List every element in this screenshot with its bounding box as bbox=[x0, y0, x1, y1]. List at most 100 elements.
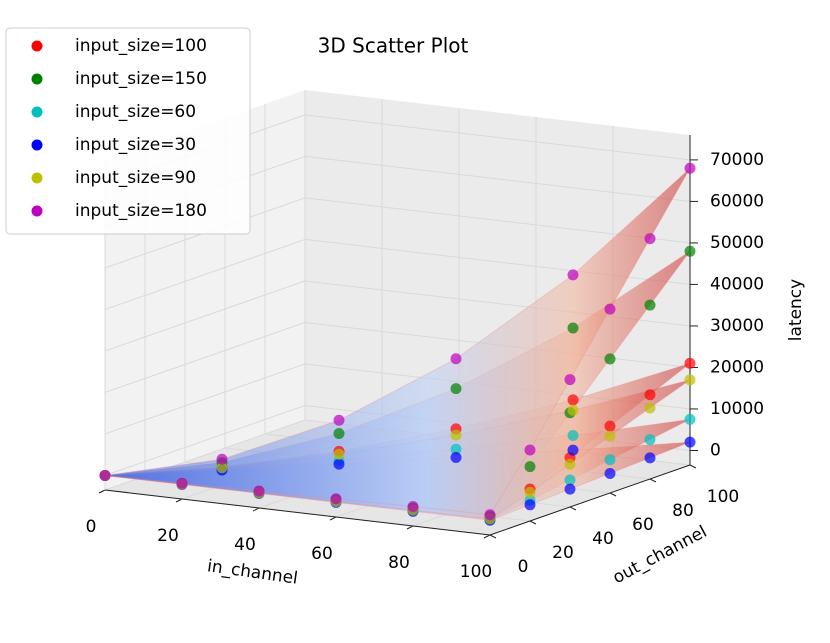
z-tick-label: 50000 bbox=[710, 233, 764, 253]
point bbox=[567, 404, 579, 416]
z-grid-line bbox=[104, 363, 306, 435]
point bbox=[567, 269, 579, 281]
point bbox=[253, 485, 265, 497]
z-tick-label: 60000 bbox=[710, 191, 764, 211]
z-tick-label: 20000 bbox=[710, 357, 764, 377]
point bbox=[407, 500, 419, 512]
x-tick bbox=[406, 525, 414, 530]
point bbox=[644, 452, 656, 464]
point bbox=[99, 469, 111, 481]
point bbox=[604, 454, 616, 466]
x-tick-label: 0 bbox=[86, 517, 97, 537]
point bbox=[333, 414, 345, 426]
point bbox=[484, 509, 496, 521]
point bbox=[216, 453, 228, 465]
point bbox=[644, 389, 656, 401]
legend-marker bbox=[31, 205, 43, 217]
z-tick-label: 0 bbox=[710, 440, 721, 460]
x-axis-label: in_channel bbox=[206, 556, 299, 589]
point bbox=[684, 162, 696, 174]
x-tick-label: 40 bbox=[234, 535, 256, 555]
chart-title: 3D Scatter Plot bbox=[318, 34, 469, 58]
y-axis-label: out_channel bbox=[610, 522, 711, 588]
point bbox=[333, 428, 345, 440]
x-tick bbox=[98, 489, 106, 494]
legend-box bbox=[5, 27, 251, 235]
point bbox=[684, 357, 696, 369]
point bbox=[524, 461, 536, 473]
point bbox=[176, 477, 188, 489]
point bbox=[567, 322, 579, 334]
y-tick bbox=[609, 492, 617, 497]
y-tick bbox=[649, 478, 657, 483]
legend-label: input_size=90 bbox=[75, 168, 196, 188]
point bbox=[564, 374, 576, 386]
point bbox=[604, 353, 616, 365]
point bbox=[450, 443, 462, 455]
z-grid-line bbox=[104, 404, 306, 476]
point bbox=[604, 303, 616, 315]
legend-marker bbox=[31, 172, 43, 184]
point bbox=[564, 474, 576, 486]
y-tick bbox=[689, 464, 697, 469]
point bbox=[524, 486, 536, 498]
x-axis bbox=[104, 489, 491, 536]
point bbox=[330, 493, 342, 505]
legend-label: input_size=150 bbox=[75, 69, 207, 89]
y-tick-label: 20 bbox=[552, 543, 574, 563]
y-tick-label: 0 bbox=[518, 557, 529, 577]
point bbox=[450, 353, 462, 365]
point bbox=[567, 394, 579, 406]
x-tick-label: 20 bbox=[157, 526, 179, 546]
legend-marker bbox=[31, 139, 43, 151]
x-tick bbox=[252, 507, 260, 512]
point bbox=[567, 444, 579, 456]
point bbox=[216, 462, 228, 474]
x-tick bbox=[483, 534, 491, 539]
z-grid-line bbox=[104, 238, 306, 310]
y-tick bbox=[529, 520, 537, 525]
x-tick bbox=[329, 516, 337, 521]
point bbox=[564, 483, 576, 495]
y-axis bbox=[489, 464, 691, 536]
y-tick bbox=[569, 506, 577, 511]
point bbox=[524, 499, 536, 511]
legend-marker bbox=[31, 106, 43, 118]
y-tick-label: 40 bbox=[592, 529, 614, 549]
z-axis-label: latency bbox=[786, 279, 806, 341]
point bbox=[450, 451, 462, 463]
legend-label: input_size=30 bbox=[75, 135, 196, 155]
x-tick-label: 60 bbox=[311, 544, 333, 564]
point bbox=[684, 374, 696, 386]
z-grid-line bbox=[104, 321, 306, 393]
point bbox=[644, 233, 656, 245]
point bbox=[604, 467, 616, 479]
z-tick-label: 70000 bbox=[710, 150, 764, 170]
x-tick-label: 80 bbox=[388, 553, 410, 573]
y-tick-label: 60 bbox=[632, 515, 654, 535]
z-grid-line bbox=[104, 280, 306, 352]
point bbox=[684, 436, 696, 448]
point bbox=[684, 245, 696, 257]
x-tick bbox=[175, 498, 183, 503]
z-grid-line bbox=[304, 155, 691, 202]
y-tick-label: 100 bbox=[707, 487, 739, 507]
point bbox=[644, 299, 656, 311]
legend-label: input_size=180 bbox=[75, 201, 207, 221]
legend-label: input_size=60 bbox=[75, 102, 196, 122]
y-tick-label: 80 bbox=[672, 501, 694, 521]
z-grid-line bbox=[304, 114, 691, 161]
z-tick-label: 10000 bbox=[710, 399, 764, 419]
point bbox=[644, 402, 656, 414]
point bbox=[333, 458, 345, 470]
point bbox=[450, 429, 462, 441]
point bbox=[567, 430, 579, 442]
point bbox=[333, 448, 345, 460]
series bbox=[99, 162, 696, 521]
z-tick-label: 40000 bbox=[710, 274, 764, 294]
legend-marker bbox=[31, 73, 43, 85]
x-tick-label: 100 bbox=[460, 562, 492, 582]
y-tick bbox=[489, 534, 497, 539]
point bbox=[604, 420, 616, 432]
